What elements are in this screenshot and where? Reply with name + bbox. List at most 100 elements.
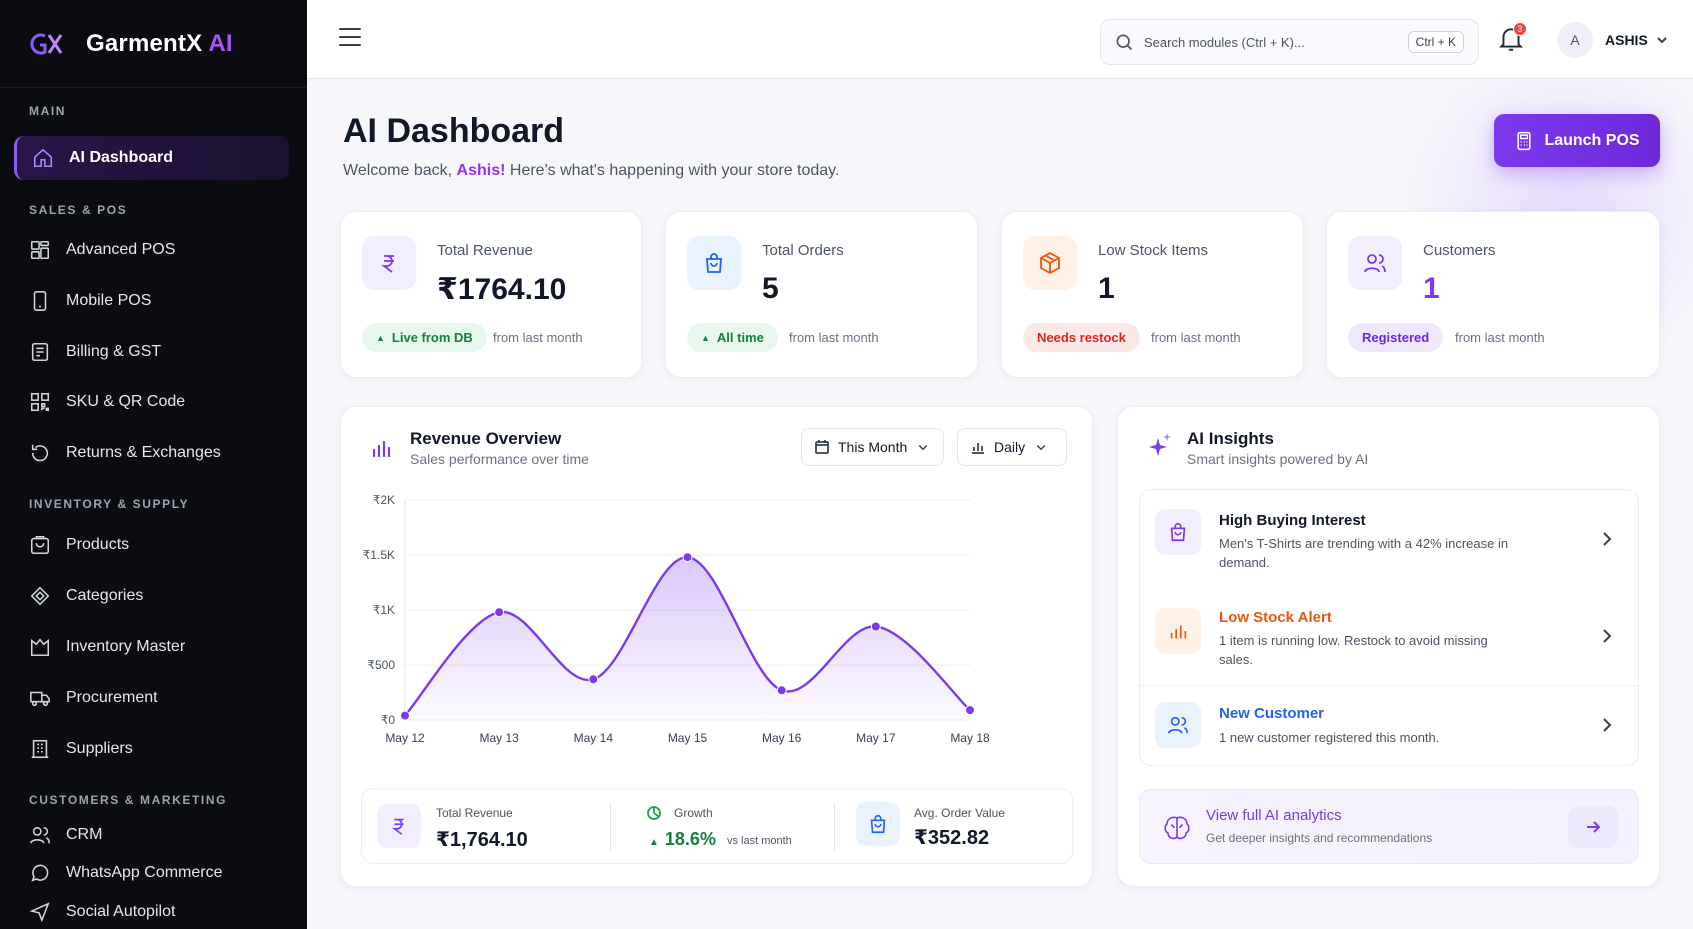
bar-chart-small-icon — [972, 443, 984, 454]
sidebar-item-ai-dashboard[interactable]: AI Dashboard — [14, 136, 289, 180]
brand[interactable]: GarmentX AI — [0, 0, 307, 88]
billing-icon — [28, 340, 52, 364]
interval-select[interactable]: Daily — [957, 428, 1067, 466]
sidebar-item-sku-qr[interactable]: SKU & QR Code — [14, 380, 289, 424]
y-tick-label: ₹1K — [373, 603, 395, 617]
building-icon — [28, 737, 52, 761]
data-point — [682, 552, 693, 563]
truck-icon — [28, 686, 52, 710]
summary-growth-note: vs last month — [727, 835, 792, 847]
sidebar-item-suppliers[interactable]: Suppliers — [14, 727, 289, 771]
x-tick-label: May 14 — [574, 731, 614, 745]
inventory-icon — [28, 635, 52, 659]
insight-desc: 1 new customer registered this month. — [1219, 730, 1440, 745]
sidebar-item-products[interactable]: Products — [14, 523, 289, 567]
stat-label: Total Revenue — [437, 242, 533, 259]
summary-revenue-label: Total Revenue — [436, 806, 513, 820]
x-tick-label: May 16 — [762, 731, 802, 745]
status-badge: ▲ Live from DB — [362, 323, 487, 352]
top-bar: Ctrl + K 3 A ASHIS — [307, 0, 1693, 79]
sidebar-item-social-autopilot[interactable]: Social Autopilot — [14, 890, 289, 929]
summary-growth-label: Growth — [674, 806, 713, 820]
revenue-title: Revenue Overview — [410, 429, 562, 448]
sidebar-item-inventory-master[interactable]: Inventory Master — [14, 625, 289, 669]
search-input[interactable] — [1144, 34, 1394, 50]
brain-icon — [1162, 813, 1192, 843]
stat-note: from last month — [1455, 330, 1545, 345]
mobile-icon — [28, 289, 52, 313]
insight-high-buying-interest[interactable]: High Buying Interest Men's T-Shirts are … — [1139, 489, 1639, 590]
users-icon — [1155, 702, 1201, 748]
notification-count: 3 — [1513, 22, 1527, 36]
stat-card-customers: Customers 1 Registered from last month — [1326, 211, 1660, 378]
range-select[interactable]: This Month — [801, 428, 944, 466]
sidebar-item-label: SKU & QR Code — [66, 393, 186, 410]
sidebar-item-label: Procurement — [66, 689, 158, 706]
user-menu[interactable]: A ASHIS — [1557, 22, 1668, 58]
sidebar-item-categories[interactable]: Categories — [14, 574, 289, 618]
shopping-bag-icon — [1155, 509, 1201, 555]
send-icon — [28, 900, 52, 924]
stat-label: Total Orders — [762, 242, 844, 259]
sidebar-item-mobile-pos[interactable]: Mobile POS — [14, 279, 289, 323]
sidebar-item-label: Returns & Exchanges — [66, 444, 221, 461]
x-tick-label: May 15 — [668, 731, 708, 745]
sidebar-item-label: Suppliers — [66, 740, 133, 757]
chevron-right-icon — [1603, 629, 1612, 643]
menu-toggle-icon[interactable] — [339, 28, 361, 46]
insights-title: AI Insights — [1187, 429, 1274, 448]
section-sales: SALES & POS — [29, 203, 128, 217]
sidebar-item-billing-gst[interactable]: Billing & GST — [14, 330, 289, 374]
insight-new-customer[interactable]: New Customer 1 new customer registered t… — [1139, 685, 1639, 766]
x-tick-label: May 12 — [385, 731, 425, 745]
view-all-title: View full AI analytics — [1206, 807, 1342, 824]
summary-revenue-value: ₹1,764.10 — [436, 829, 528, 851]
data-point — [776, 685, 787, 696]
section-inventory: INVENTORY & SUPPLY — [29, 497, 190, 511]
sidebar-item-whatsapp[interactable]: WhatsApp Commerce — [14, 851, 289, 895]
sidebar-item-crm[interactable]: CRM — [14, 813, 289, 857]
revenue-summary: Total Revenue ₹1,764.10 Growth ▲ 18.6% vs… — [361, 788, 1073, 864]
status-badge: Registered — [1348, 323, 1444, 352]
search-box[interactable]: Ctrl + K — [1100, 19, 1479, 65]
y-tick-label: ₹0 — [381, 713, 396, 727]
view-full-analytics[interactable]: View full AI analytics Get deeper insigh… — [1139, 789, 1639, 864]
sidebar-item-label: WhatsApp Commerce — [66, 864, 223, 881]
users-icon — [1348, 236, 1402, 290]
insight-low-stock-alert[interactable]: Low Stock Alert 1 item is running low. R… — [1139, 589, 1639, 686]
chevron-right-icon — [1603, 532, 1612, 546]
arrow-right-button[interactable] — [1568, 806, 1618, 848]
sidebar-item-returns[interactable]: Returns & Exchanges — [14, 431, 289, 475]
brand-name: GarmentX AI — [86, 29, 233, 57]
bar-chart-icon — [372, 440, 391, 458]
chat-icon — [28, 861, 52, 885]
qr-icon — [28, 390, 52, 414]
sidebar-item-label: Social Autopilot — [66, 903, 176, 920]
notifications-button[interactable]: 3 — [1498, 22, 1528, 55]
data-point — [870, 621, 881, 632]
y-tick-label: ₹1.5K — [363, 548, 395, 562]
users-icon — [28, 823, 52, 847]
x-tick-label: May 17 — [856, 731, 896, 745]
sidebar-item-label: Inventory Master — [66, 638, 186, 655]
section-customers: CUSTOMERS & MARKETING — [29, 793, 228, 807]
y-tick-label: ₹2K — [373, 493, 395, 507]
arrow-right-icon — [1587, 821, 1601, 833]
welcome-text: Welcome back, Ashis! Here's what's happe… — [343, 162, 840, 179]
data-point — [494, 607, 505, 618]
brand-logo-icon — [30, 33, 63, 54]
chevron-down-icon — [919, 445, 928, 451]
stat-note: from last month — [789, 330, 879, 345]
y-tick-label: ₹500 — [367, 658, 395, 672]
sidebar-item-advanced-pos[interactable]: Advanced POS — [14, 228, 289, 272]
sidebar-item-procurement[interactable]: Procurement — [14, 676, 289, 720]
stat-value: 5 — [762, 272, 779, 305]
insight-desc: Men's T-Shirts are trending with a 42% i… — [1219, 536, 1509, 570]
sparkle-icon — [1149, 433, 1171, 456]
chevron-down-icon — [1036, 445, 1046, 451]
insights-subtitle: Smart insights powered by AI — [1187, 451, 1369, 467]
sidebar-item-label: Categories — [66, 587, 144, 604]
launch-pos-button[interactable]: Launch POS — [1494, 114, 1660, 167]
revenue-subtitle: Sales performance over time — [410, 451, 589, 467]
stat-label: Low Stock Items — [1098, 242, 1209, 259]
